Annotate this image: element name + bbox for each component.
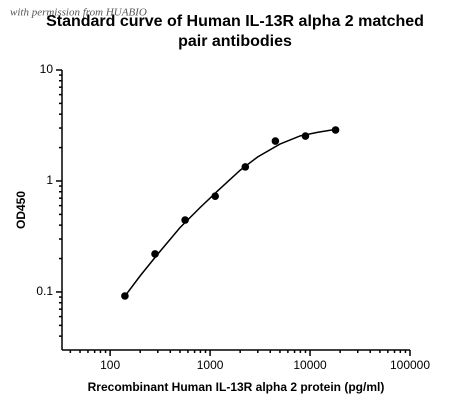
data-point [121, 292, 129, 300]
chart-title: pair antibodies [178, 33, 292, 50]
fit-curve [124, 128, 336, 297]
data-point [331, 126, 340, 134]
data-point [181, 216, 189, 224]
data-point [211, 192, 219, 200]
x-tick-label: 10000 [293, 358, 327, 372]
data-point [301, 132, 310, 140]
x-tick-label: 100000 [390, 358, 430, 372]
data-point [271, 137, 280, 145]
data-point [151, 250, 159, 258]
x-tick-label: 1000 [197, 358, 224, 372]
x-axis-label: Rrecombinant Human IL-13R alpha 2 protei… [88, 380, 385, 394]
y-tick-label: 10 [40, 62, 54, 76]
watermark: with permission from HUABIO [10, 7, 147, 19]
chart-title: Standard curve of Human IL-13R alpha 2 m… [46, 13, 424, 30]
data-point [241, 163, 250, 171]
y-tick-label: 1 [46, 173, 53, 187]
y-axis-label: OD450 [14, 191, 28, 229]
x-tick-label: 100 [100, 358, 120, 372]
y-tick-label: 0.1 [36, 284, 53, 298]
